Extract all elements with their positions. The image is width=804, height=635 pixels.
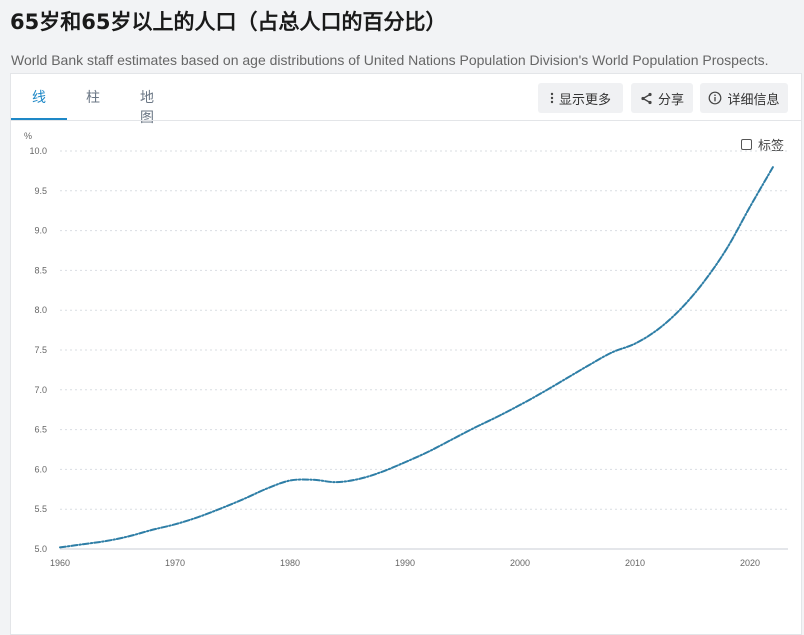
y-axis-ticks: 5.0 5.5 6.0 6.5 7.0 7.5 8.0 8.5 9.0 9.5 10.0 (29, 146, 47, 554)
share-icon (640, 92, 653, 105)
x-tick-label: 1980 (280, 558, 300, 568)
y-tick-label: 6.5 (34, 425, 47, 435)
y-tick-label: 5.5 (34, 504, 47, 514)
details-button[interactable]: 详细信息 (700, 83, 788, 113)
y-tick-label: 9.5 (34, 186, 47, 196)
label-toggle[interactable]: 标签 (741, 135, 784, 154)
details-label: 详细信息 (727, 92, 780, 108)
x-tick-label: 1990 (395, 558, 415, 568)
series-layer (59, 165, 775, 549)
info-circle-icon (708, 91, 722, 105)
share-button[interactable]: 分享 (631, 83, 693, 113)
chart-panel: 线 柱 地图 显示更多 分享 详细信息 标签 % 5.0 5.5 6.0 6.5 7.0… (10, 73, 802, 635)
y-tick-label: 7.5 (34, 345, 47, 355)
tab-line[interactable]: 线 (32, 90, 46, 106)
page-title: 65岁和65岁以上的人口（占总人口的百分比） (10, 10, 447, 34)
page-subtitle: World Bank staff estimates based on age … (11, 52, 769, 68)
y-tick-label: 7.0 (34, 385, 47, 395)
active-tab-indicator (11, 118, 67, 120)
y-tick-label: 8.0 (34, 305, 47, 315)
x-tick-label: 2000 (510, 558, 530, 568)
tabs-divider (11, 120, 801, 121)
share-label: 分享 (657, 92, 684, 108)
label-toggle-text: 标签 (758, 139, 785, 154)
x-axis-ticks: 1960 1970 1980 1990 2000 2010 2020 (50, 558, 760, 568)
x-tick-label: 2010 (625, 558, 645, 568)
y-tick-label: 6.0 (34, 464, 47, 474)
series-line[interactable] (59, 165, 775, 549)
y-axis-unit-label: % (24, 131, 32, 141)
show-more-button[interactable]: 显示更多 (538, 83, 623, 113)
y-tick-label: 8.5 (34, 265, 47, 275)
chart-gridlines (60, 150, 788, 550)
y-tick-label: 5.0 (34, 544, 47, 554)
x-tick-label: 1970 (165, 558, 185, 568)
x-tick-label: 2020 (740, 558, 760, 568)
y-tick-label: 9.0 (34, 226, 47, 236)
x-tick-label: 1960 (50, 558, 70, 568)
label-checkbox[interactable] (741, 139, 752, 150)
tab-map[interactable]: 地图 (140, 90, 154, 126)
tab-bar[interactable]: 柱 (86, 90, 100, 106)
vertical-dots-icon (550, 92, 554, 104)
line-chart: % 5.0 5.5 6.0 6.5 7.0 7.5 8.0 8.5 9.0 9.5 10.0 196… (24, 131, 788, 568)
show-more-label: 显示更多 (558, 92, 611, 108)
y-tick-label: 10.0 (29, 146, 47, 156)
